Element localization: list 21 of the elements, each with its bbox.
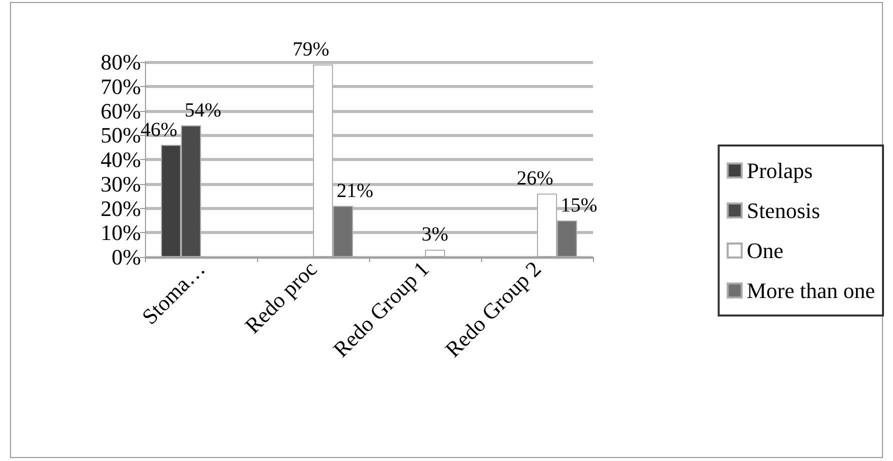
data-label: 21%	[336, 180, 374, 202]
data-label: 26%	[516, 168, 554, 190]
y-tick-label: 30%	[100, 171, 141, 196]
bar	[425, 250, 445, 257]
y-tick-label: 60%	[100, 98, 141, 124]
data-label: 79%	[292, 38, 330, 60]
legend-label: One	[746, 238, 784, 263]
y-tick-label: 80%	[100, 50, 141, 74]
y-tick-label: 0%	[112, 244, 141, 270]
y-tick-label: 70%	[100, 74, 141, 99]
data-label: 3%	[422, 224, 448, 246]
legend-label: Prolaps	[746, 158, 813, 183]
data-label: 46%	[140, 118, 178, 141]
y-tick-label: 40%	[100, 147, 141, 172]
y-tick-label: 10%	[100, 220, 141, 246]
data-label: 54%	[184, 99, 222, 122]
data-label: 15%	[560, 194, 598, 216]
y-tick-label: 50%	[100, 122, 141, 148]
legend-label: More than one	[746, 278, 876, 303]
y-tick-label: 20%	[100, 196, 141, 221]
legend-label: Stenosis	[746, 198, 820, 223]
